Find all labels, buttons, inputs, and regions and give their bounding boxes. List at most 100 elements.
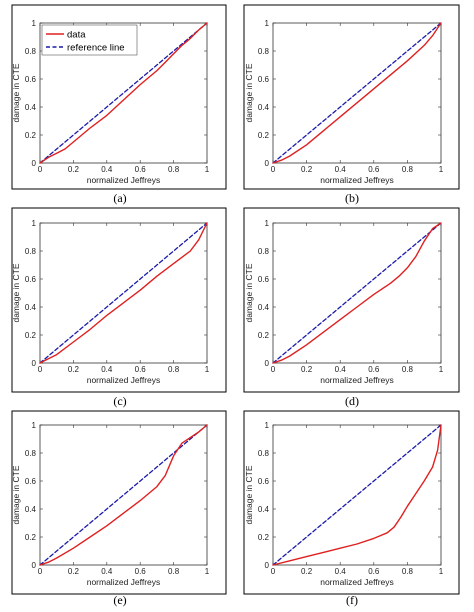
x-tick-label: 1 xyxy=(205,567,210,576)
axes-box xyxy=(272,222,442,364)
x-tick-label: 0.6 xyxy=(135,165,147,174)
panel-caption: (f) xyxy=(346,593,358,607)
x-axis-label: normalized Jeffreys xyxy=(320,577,394,587)
x-tick-label: 0.8 xyxy=(168,365,180,374)
y-tick-label: 0.6 xyxy=(258,75,270,84)
x-tick-label: 0 xyxy=(38,365,43,374)
y-tick-label: 0 xyxy=(32,359,37,368)
chart-panel: 0 0.2 0.4 0.6 0.8 1 0 0.2 0.4 0.6 0.8 1 normalized J… xyxy=(243,207,460,393)
x-tick-label: 0.2 xyxy=(301,365,313,374)
y-tick-label: 0.4 xyxy=(258,103,270,112)
y-tick-label: 0.2 xyxy=(25,131,37,140)
y-tick-label: 0 xyxy=(265,561,270,570)
y-tick-label: 0.6 xyxy=(258,477,270,486)
panel-frame xyxy=(243,207,460,393)
legend-entry: data xyxy=(67,30,86,41)
data-series xyxy=(39,424,208,566)
y-tick-label: 0.4 xyxy=(25,505,37,514)
x-axis-label: normalized Jeffreys xyxy=(320,375,394,385)
x-tick-label: 0 xyxy=(271,165,276,174)
x-tick-label: 0 xyxy=(271,567,276,576)
axes-box xyxy=(272,22,442,164)
axes-box xyxy=(39,22,208,164)
y-tick-label: 0.4 xyxy=(25,303,37,312)
x-tick-label: 0.8 xyxy=(168,567,180,576)
x-tick-label: 0.8 xyxy=(402,365,414,374)
x-tick-label: 0.2 xyxy=(301,567,313,576)
x-axis-label: normalized Jeffreys xyxy=(320,175,394,185)
x-tick-label: 0.4 xyxy=(101,567,113,576)
y-tick-label: 0.6 xyxy=(25,275,37,284)
y-tick-label: 0 xyxy=(265,359,270,368)
y-axis-label: damage in CTE xyxy=(244,63,254,122)
y-tick-label: 0.4 xyxy=(258,303,270,312)
x-tick-label: 0 xyxy=(38,165,43,174)
y-tick-label: 0.6 xyxy=(258,275,270,284)
x-tick-label: 1 xyxy=(439,365,444,374)
legend-entry: reference line xyxy=(67,43,125,54)
x-tick-label: 0.2 xyxy=(68,365,80,374)
y-axis-label: damage in CTE xyxy=(244,263,254,322)
axes-box xyxy=(39,222,208,364)
x-tick-label: 0.4 xyxy=(101,165,113,174)
y-tick-label: 0.4 xyxy=(25,103,37,112)
x-tick-label: 0.2 xyxy=(301,165,313,174)
x-tick-label: 1 xyxy=(205,365,210,374)
x-axis-label: normalized Jeffreys xyxy=(87,175,161,185)
chart-panel: 0 0.2 0.4 0.6 0.8 1 0 0.2 0.4 0.6 0.8 1 normalized J… xyxy=(11,410,227,595)
panel-caption: (b) xyxy=(345,191,359,205)
panel-caption: (c) xyxy=(113,394,126,408)
y-tick-label: 1 xyxy=(32,421,37,430)
y-tick-label: 0.2 xyxy=(258,331,270,340)
x-tick-label: 0.8 xyxy=(402,165,414,174)
y-tick-label: 0.2 xyxy=(258,533,270,542)
panel-frame xyxy=(11,410,227,595)
x-tick-label: 1 xyxy=(439,165,444,174)
chart-panel: 0 0.2 0.4 0.6 0.8 1 0 0.2 0.4 0.6 0.8 1 normalized J… xyxy=(11,4,227,190)
axes-box xyxy=(272,424,442,566)
x-axis-label: normalized Jeffreys xyxy=(87,375,161,385)
y-tick-label: 0 xyxy=(32,159,37,168)
y-tick-label: 0.6 xyxy=(25,75,37,84)
axes-box xyxy=(39,424,208,566)
panel-frame xyxy=(11,207,227,393)
y-tick-label: 0.4 xyxy=(258,505,270,514)
reference-line-series xyxy=(272,22,442,164)
y-tick-label: 1 xyxy=(32,219,37,228)
legend: data reference line xyxy=(41,24,138,56)
reference-line-series xyxy=(272,424,442,566)
x-tick-label: 0.8 xyxy=(168,165,180,174)
x-tick-label: 0.4 xyxy=(101,365,113,374)
x-tick-label: 0.4 xyxy=(335,567,347,576)
panel-caption: (d) xyxy=(345,394,359,408)
y-tick-label: 0.2 xyxy=(25,533,37,542)
reference-line-series xyxy=(39,22,208,164)
reference-line-series xyxy=(39,222,208,364)
x-tick-label: 0.4 xyxy=(335,165,347,174)
y-tick-label: 0.8 xyxy=(25,247,37,256)
x-tick-label: 1 xyxy=(439,567,444,576)
y-tick-label: 0.6 xyxy=(25,477,37,486)
x-tick-label: 0.6 xyxy=(368,165,380,174)
y-tick-label: 1 xyxy=(265,421,270,430)
y-axis-label: damage in CTE xyxy=(11,63,21,122)
y-axis-label: damage in CTE xyxy=(11,263,21,322)
x-tick-label: 0.2 xyxy=(68,567,80,576)
panel-frame xyxy=(243,410,460,595)
x-tick-label: 0.8 xyxy=(402,567,414,576)
y-tick-label: 0 xyxy=(265,159,270,168)
x-tick-label: 0.4 xyxy=(335,365,347,374)
x-tick-label: 1 xyxy=(205,165,210,174)
data-series xyxy=(272,22,442,164)
reference-line-series xyxy=(272,222,442,364)
y-tick-label: 1 xyxy=(32,19,37,28)
y-tick-label: 0 xyxy=(32,561,37,570)
x-tick-label: 0.6 xyxy=(135,567,147,576)
x-tick-label: 0.6 xyxy=(135,365,147,374)
y-tick-label: 0.8 xyxy=(25,449,37,458)
y-tick-label: 1 xyxy=(265,219,270,228)
chart-panel: 0 0.2 0.4 0.6 0.8 1 0 0.2 0.4 0.6 0.8 1 normalized J… xyxy=(243,4,460,190)
y-tick-label: 1 xyxy=(265,19,270,28)
data-series xyxy=(272,424,442,566)
